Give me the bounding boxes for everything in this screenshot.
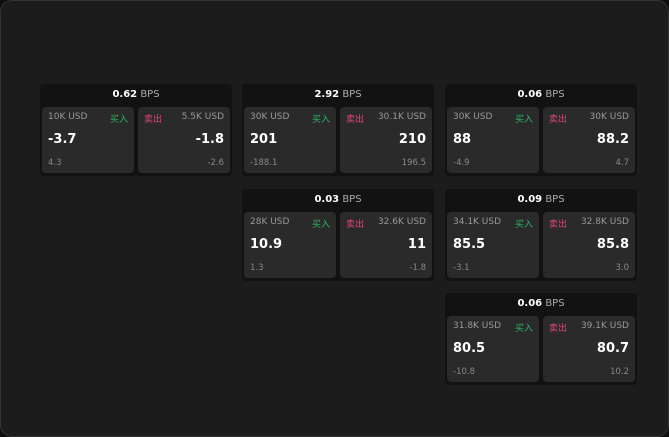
ask-size: 39.1K USD [580, 321, 629, 331]
quote-card: 0.06 BPS 31.8K USD 买入 80.5 -10.8 卖出 39.1K … [445, 293, 637, 385]
spread-value: 0.62 [112, 89, 138, 100]
bid-change: -188.1 [250, 158, 278, 168]
bid-price: -3.7 [48, 132, 77, 147]
quote-card: 0.03 BPS 28K USD 买入 10.9 1.3 卖出 32.6K USD … [242, 189, 434, 281]
sell-panel[interactable]: 卖出 39.1K USD 80.7 10.2 [543, 316, 635, 382]
bid-change: 4.3 [48, 158, 62, 168]
ask-price: 88.2 [596, 132, 629, 147]
bid-size: 30K USD [250, 112, 290, 122]
bid-size: 30K USD [453, 112, 493, 122]
sell-label: 卖出 [144, 115, 163, 125]
ask-change: 3.0 [615, 263, 629, 273]
bid-change: 1.3 [250, 263, 264, 273]
spread-unit: BPS [545, 89, 565, 100]
ask-price: 80.7 [596, 341, 629, 356]
spread-header: 0.03 BPS [242, 189, 434, 211]
ask-change: 10.2 [610, 367, 629, 377]
spread-value: 0.09 [517, 194, 543, 205]
buy-panel[interactable]: 10K USD 买入 -3.7 4.3 [42, 107, 134, 173]
bid-change: -10.8 [453, 367, 475, 377]
spread-value: 0.03 [314, 194, 340, 205]
spread-unit: BPS [140, 89, 160, 100]
ask-price: -1.8 [195, 132, 224, 147]
bid-price: 88 [453, 132, 472, 147]
sell-label: 卖出 [549, 115, 568, 125]
sell-panel[interactable]: 卖出 32.6K USD 11 -1.8 [340, 212, 432, 278]
ask-price: 11 [407, 237, 426, 252]
ask-price: 210 [398, 132, 426, 147]
bid-price: 85.5 [453, 237, 486, 252]
quote-card: 2.92 BPS 30K USD 买入 201 -188.1 卖出 30.1K US… [242, 84, 434, 176]
spread-unit: BPS [545, 194, 565, 205]
spread-unit: BPS [545, 298, 565, 309]
spread-unit: BPS [342, 194, 362, 205]
ask-size: 30K USD [589, 112, 629, 122]
spread-value: 2.92 [314, 89, 340, 100]
buy-label: 买入 [311, 220, 330, 230]
bid-change: -4.9 [453, 158, 470, 168]
bid-size: 31.8K USD [453, 321, 502, 331]
sell-panel[interactable]: 卖出 32.8K USD 85.8 3.0 [543, 212, 635, 278]
quote-card: 0.09 BPS 34.1K USD 买入 85.5 -3.1 卖出 32.8K U… [445, 189, 637, 281]
sell-label: 卖出 [346, 220, 365, 230]
buy-label: 买入 [514, 115, 533, 125]
spread-header: 2.92 BPS [242, 84, 434, 106]
sell-panel[interactable]: 卖出 30K USD 88.2 4.7 [543, 107, 635, 173]
spread-header: 0.06 BPS [445, 84, 637, 106]
buy-label: 买入 [311, 115, 330, 125]
ask-price: 85.8 [596, 237, 629, 252]
quote-card: 0.06 BPS 30K USD 买入 88 -4.9 卖出 30K USD 88.… [445, 84, 637, 176]
bid-size: 28K USD [250, 217, 290, 227]
sell-label: 卖出 [549, 220, 568, 230]
ask-size: 30.1K USD [377, 112, 426, 122]
buy-panel[interactable]: 30K USD 买入 201 -188.1 [244, 107, 336, 173]
bid-change: -3.1 [453, 263, 470, 273]
ask-change: 4.7 [615, 158, 629, 168]
ask-size: 32.8K USD [580, 217, 629, 227]
quote-card: 0.62 BPS 10K USD 买入 -3.7 4.3 卖出 5.5K USD -… [40, 84, 232, 176]
spread-header: 0.09 BPS [445, 189, 637, 211]
ask-size: 5.5K USD [181, 112, 224, 122]
sell-panel[interactable]: 卖出 5.5K USD -1.8 -2.6 [138, 107, 230, 173]
spread-header: 0.62 BPS [40, 84, 232, 106]
sell-label: 卖出 [549, 324, 568, 334]
bid-price: 80.5 [453, 341, 486, 356]
buy-label: 买入 [109, 115, 128, 125]
spread-unit: BPS [342, 89, 362, 100]
spread-header: 0.06 BPS [445, 293, 637, 315]
ask-size: 32.6K USD [377, 217, 426, 227]
buy-panel[interactable]: 31.8K USD 买入 80.5 -10.8 [447, 316, 539, 382]
spread-value: 0.06 [517, 89, 543, 100]
bid-price: 10.9 [250, 237, 283, 252]
ask-change: -1.8 [409, 263, 426, 273]
sell-label: 卖出 [346, 115, 365, 125]
buy-panel[interactable]: 30K USD 买入 88 -4.9 [447, 107, 539, 173]
buy-panel[interactable]: 34.1K USD 买入 85.5 -3.1 [447, 212, 539, 278]
bid-price: 201 [250, 132, 278, 147]
ask-change: -2.6 [207, 158, 224, 168]
spread-value: 0.06 [517, 298, 543, 309]
buy-panel[interactable]: 28K USD 买入 10.9 1.3 [244, 212, 336, 278]
bid-size: 10K USD [48, 112, 88, 122]
bid-size: 34.1K USD [453, 217, 502, 227]
buy-label: 买入 [514, 324, 533, 334]
buy-label: 买入 [514, 220, 533, 230]
ask-change: 196.5 [401, 158, 426, 168]
sell-panel[interactable]: 卖出 30.1K USD 210 196.5 [340, 107, 432, 173]
